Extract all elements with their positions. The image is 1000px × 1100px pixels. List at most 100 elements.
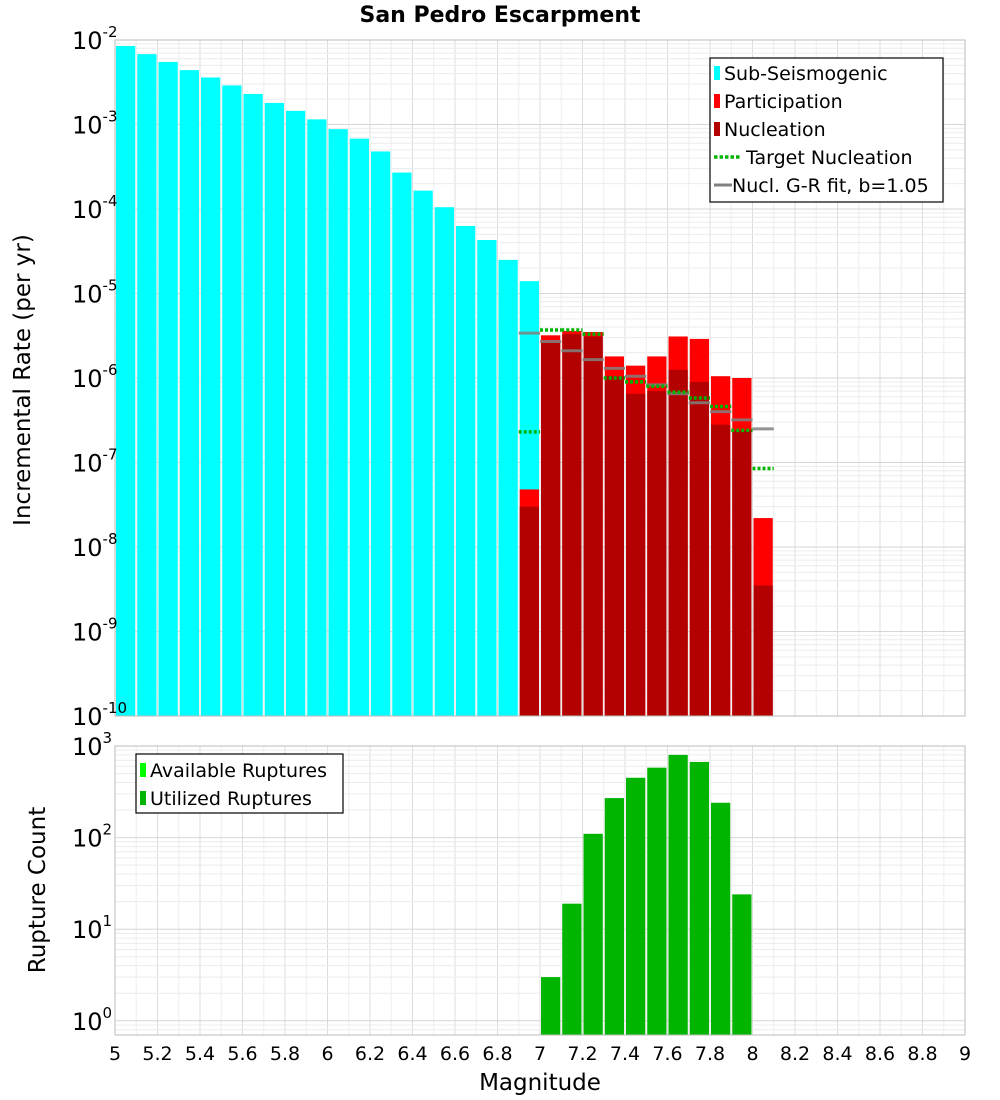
y-tick-exponent: -3 [103, 108, 118, 126]
y-tick-label: 10-10 [72, 699, 127, 731]
y-tick-base: 10 [72, 365, 103, 393]
top-legend: Sub-Seismogenic Participation Nucleation… [709, 57, 944, 203]
bar-utilized-ruptures [626, 777, 646, 1035]
bar-sub-seismogenic [413, 190, 433, 716]
bar-sub-seismogenic [477, 239, 497, 716]
bar-sub-seismogenic [434, 207, 454, 716]
y-tick-exponent: -6 [103, 361, 118, 379]
y-tick-label: 10-7 [72, 446, 118, 478]
y-tick-label: 10-2 [72, 23, 118, 55]
x-tick-label: 7.8 [695, 1043, 725, 1065]
bottom-bars [541, 754, 752, 1035]
top-bars [116, 45, 773, 717]
y-tick-base: 10 [72, 196, 103, 224]
y-tick-base: 10 [72, 281, 103, 309]
bar-nucleation [604, 376, 624, 716]
y-tick-exponent: -10 [103, 699, 128, 717]
y-tick-base: 10 [72, 916, 103, 944]
bar-sub-seismogenic [158, 61, 178, 717]
y-tick-base: 10 [72, 733, 103, 761]
bar-nucleation [753, 585, 773, 716]
bar-utilized-ruptures [562, 903, 582, 1035]
bar-sub-seismogenic [456, 225, 476, 716]
bar-utilized-ruptures [604, 798, 624, 1035]
bar-sub-seismogenic [243, 93, 263, 716]
bar-nucleation [562, 334, 582, 716]
y-tick-exponent: 0 [103, 1004, 113, 1022]
y-tick-exponent: -9 [103, 615, 118, 633]
bar-sub-seismogenic [222, 85, 242, 716]
bar-sub-seismogenic [137, 54, 157, 716]
bar-utilized-ruptures [647, 767, 667, 1035]
bottom-plot-frame [114, 745, 966, 1036]
bar-sub-seismogenic [371, 151, 391, 716]
y-tick-label: 10-4 [72, 192, 118, 224]
y-tick-exponent: -8 [103, 530, 118, 548]
y-tick-base: 10 [72, 619, 103, 647]
y-tick-exponent: -7 [103, 446, 118, 464]
y-tick-base: 10 [72, 112, 103, 140]
x-tick-label: 5 [109, 1043, 121, 1065]
x-tick-label: 7 [534, 1043, 546, 1065]
x-tick-label: 6.2 [355, 1043, 385, 1065]
y-tick-exponent: -2 [103, 23, 118, 41]
legend-label-nucleation: Nucleation [724, 119, 826, 141]
y-tick-label: 101 [72, 912, 112, 944]
legend-swatch-participation [714, 94, 720, 108]
x-tick-label: 5.6 [227, 1043, 257, 1065]
x-tick-label: 5.8 [270, 1043, 300, 1065]
y-tick-label: 10-5 [72, 277, 118, 309]
x-tick-label: 8.6 [865, 1043, 895, 1065]
bar-sub-seismogenic [349, 138, 369, 716]
legend-label-target-nucleation: Target Nucleation [745, 147, 913, 169]
y-tick-base: 10 [72, 27, 103, 55]
x-tick-label: 7.2 [567, 1043, 597, 1065]
x-tick-label: 6.4 [397, 1043, 427, 1065]
x-tick-label: 6.8 [482, 1043, 512, 1065]
legend-label-participation: Participation [724, 91, 843, 113]
y-tick-base: 10 [72, 825, 103, 853]
legend-swatch-nucleation [714, 122, 720, 136]
x-tick-label: 5.2 [142, 1043, 172, 1065]
bar-utilized-ruptures [583, 833, 603, 1035]
bar-nucleation [668, 369, 688, 716]
bar-sub-seismogenic [328, 129, 348, 716]
legend-label-sub-seismogenic: Sub-Seismogenic [724, 63, 888, 85]
bar-sub-seismogenic [307, 119, 327, 716]
x-tick-label: 8.2 [780, 1043, 810, 1065]
bar-sub-seismogenic [498, 259, 518, 716]
bottom-legend: Available Ruptures Utilized Ruptures [135, 753, 344, 814]
legend-label-available-ruptures: Available Ruptures [150, 760, 327, 782]
y-tick-label: 10-6 [72, 361, 118, 393]
x-tick-label: 5.4 [185, 1043, 215, 1065]
x-tick-label: 6 [321, 1043, 333, 1065]
legend-swatch-utilized-ruptures [140, 791, 146, 805]
bar-sub-seismogenic [179, 70, 199, 717]
bar-utilized-ruptures [668, 754, 688, 1035]
bar-nucleation [711, 424, 731, 716]
legend-label-utilized-ruptures: Utilized Ruptures [150, 788, 312, 810]
bar-utilized-ruptures [711, 802, 731, 1035]
bar-sub-seismogenic [116, 45, 136, 716]
y-tick-label: 10-3 [72, 108, 118, 140]
y-tick-exponent: -4 [103, 192, 118, 210]
x-tick-label: 6.6 [440, 1043, 470, 1065]
bar-utilized-ruptures [732, 894, 752, 1035]
x-tick-label: 8.4 [822, 1043, 852, 1065]
legend-label-gr-fit: Nucl. G-R fit, b=1.05 [732, 175, 929, 197]
y-tick-label: 102 [72, 821, 112, 853]
bar-sub-seismogenic [201, 77, 221, 717]
bottom-legend-box [135, 753, 344, 814]
x-tick-label: 9 [959, 1043, 971, 1065]
x-tick-label: 8 [746, 1043, 758, 1065]
bar-nucleation [583, 336, 603, 716]
bottom-y-axis-label: Rupture Count [25, 807, 51, 973]
y-tick-exponent: 2 [103, 821, 113, 839]
y-tick-label: 10-8 [72, 530, 118, 562]
bar-nucleation [626, 393, 646, 716]
